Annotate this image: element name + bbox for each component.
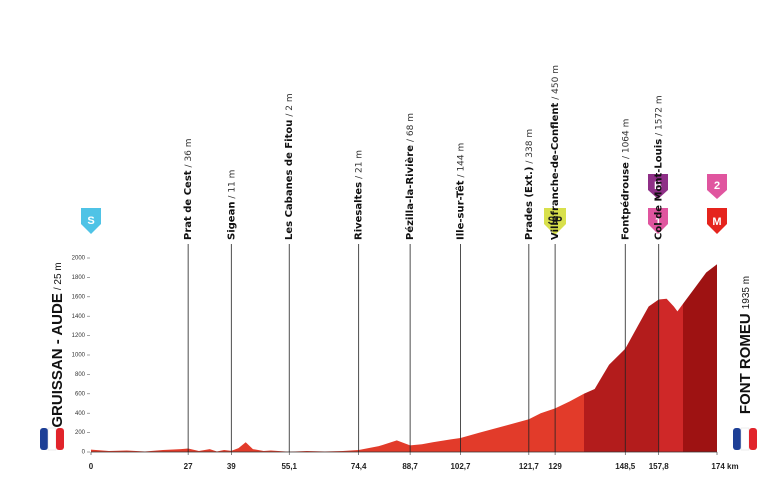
- x-tick-label: 74,4: [351, 462, 367, 471]
- waypoint-label: Fontpédrouse / 1064 m: [619, 119, 631, 240]
- x-tick-label: 39: [227, 462, 236, 471]
- y-tick-label: 1400: [72, 314, 86, 320]
- waypoint-altitude: / 2 m: [285, 93, 295, 116]
- x-tick-label: 55,1: [281, 462, 297, 471]
- badge: 2: [714, 180, 720, 192]
- start-label: GRUISSAN - AUDE / 25 m: [49, 262, 66, 427]
- x-tick-label: 129: [548, 462, 562, 471]
- waypoint-name: Ille-sur-Têt: [454, 180, 466, 240]
- y-tick-label: 800: [75, 372, 86, 378]
- y-tick-label: 1800: [72, 275, 86, 281]
- badge-shape: [648, 174, 668, 199]
- waypoint-label: Sigean / 11 m: [226, 170, 237, 240]
- waypoint-name: Villefranche-de-Conflent: [550, 103, 561, 240]
- waypoint-altitude: / 68 m: [406, 113, 416, 142]
- x-tick-label: 157,8: [649, 462, 670, 471]
- waypoint-name: Les Cabanes de Fitou: [284, 120, 295, 240]
- finish-altitude: 1935 m: [741, 276, 752, 309]
- badge: 1: [655, 216, 661, 228]
- waypoint-label: Col de Mont-Louis / 1572 m: [654, 95, 665, 240]
- waypoint-label: Villefranche-de-Conflent / 450 m: [550, 65, 561, 240]
- badge-shape: [81, 208, 101, 234]
- waypoint-altitude: / 11 m: [227, 170, 237, 199]
- badge-shape: [707, 208, 727, 234]
- waypoint-label: Prades (Ext.) / 338 m: [524, 129, 535, 240]
- finish-name: FONT ROMEU: [737, 313, 754, 414]
- waypoint-label: Rivesaltes / 21 m: [354, 150, 365, 240]
- waypoint-name: Prades (Ext.): [524, 167, 535, 240]
- waypoint-altitude: / 21 m: [354, 150, 364, 179]
- waypoint-name: Pézilla-la-Rivière: [404, 145, 416, 240]
- badges: S SP B 1 2 M: [81, 174, 727, 235]
- elevation-area: [91, 264, 717, 452]
- finish-label: FONT ROMEU 1935 m: [737, 276, 754, 414]
- badge-shape: [544, 208, 566, 235]
- y-tick-label: 200: [75, 430, 86, 436]
- badge: M: [712, 216, 721, 228]
- waypoint-label: Prat de Cest / 36 m: [183, 138, 194, 240]
- waypoint-name: Fontpédrouse: [619, 162, 631, 240]
- waypoint-name: Sigean: [226, 202, 237, 240]
- y-tick-label: 600: [75, 391, 86, 397]
- badge: SP: [548, 215, 563, 227]
- waypoint-altitude: / 338 m: [524, 129, 534, 164]
- y-tick-label: 2000: [72, 256, 86, 262]
- y-tick-label: 0: [82, 450, 86, 456]
- start-name: GRUISSAN - AUDE: [49, 293, 66, 427]
- waypoint-altitude: / 1572 m: [654, 95, 664, 135]
- x-tick-label: 88,7: [402, 462, 418, 471]
- x-tick-label: 27: [184, 462, 193, 471]
- x-tick-label: 174 km: [711, 462, 738, 471]
- y-tick-label: 400: [75, 411, 86, 417]
- flag: [733, 427, 757, 451]
- waypoint-label: Ille-sur-Têt / 144 m: [454, 143, 466, 240]
- waypoint-altitude: / 450 m: [551, 65, 561, 100]
- x-tick-label: 121,7: [519, 462, 540, 471]
- y-tick-label: 1000: [72, 353, 86, 359]
- waypoint-name: Prat de Cest: [183, 170, 194, 240]
- waypoint-name: Col de Mont-Louis: [654, 139, 665, 240]
- start-altitude: / 25 m: [53, 262, 64, 290]
- x-tick-label: 102,7: [450, 462, 471, 471]
- waypoint-altitude: / 144 m: [456, 143, 466, 178]
- badge: B: [654, 180, 662, 192]
- waypoint-label: Pézilla-la-Rivière / 68 m: [404, 113, 416, 240]
- waypoint-name: Rivesaltes: [354, 182, 365, 240]
- badge-shape: [707, 174, 727, 199]
- x-tick-label: 148,5: [615, 462, 636, 471]
- waypoint-label: Les Cabanes de Fitou / 2 m: [284, 93, 295, 240]
- y-tick-label: 1200: [72, 333, 86, 339]
- badge-shape: [648, 208, 668, 234]
- badge: S: [87, 215, 94, 227]
- waypoint-altitude: / 36 m: [184, 138, 194, 167]
- y-tick-label: 1600: [72, 294, 86, 300]
- flag: [40, 427, 64, 451]
- x-tick-label: 0: [89, 462, 94, 471]
- waypoint-altitude: / 1064 m: [621, 119, 631, 159]
